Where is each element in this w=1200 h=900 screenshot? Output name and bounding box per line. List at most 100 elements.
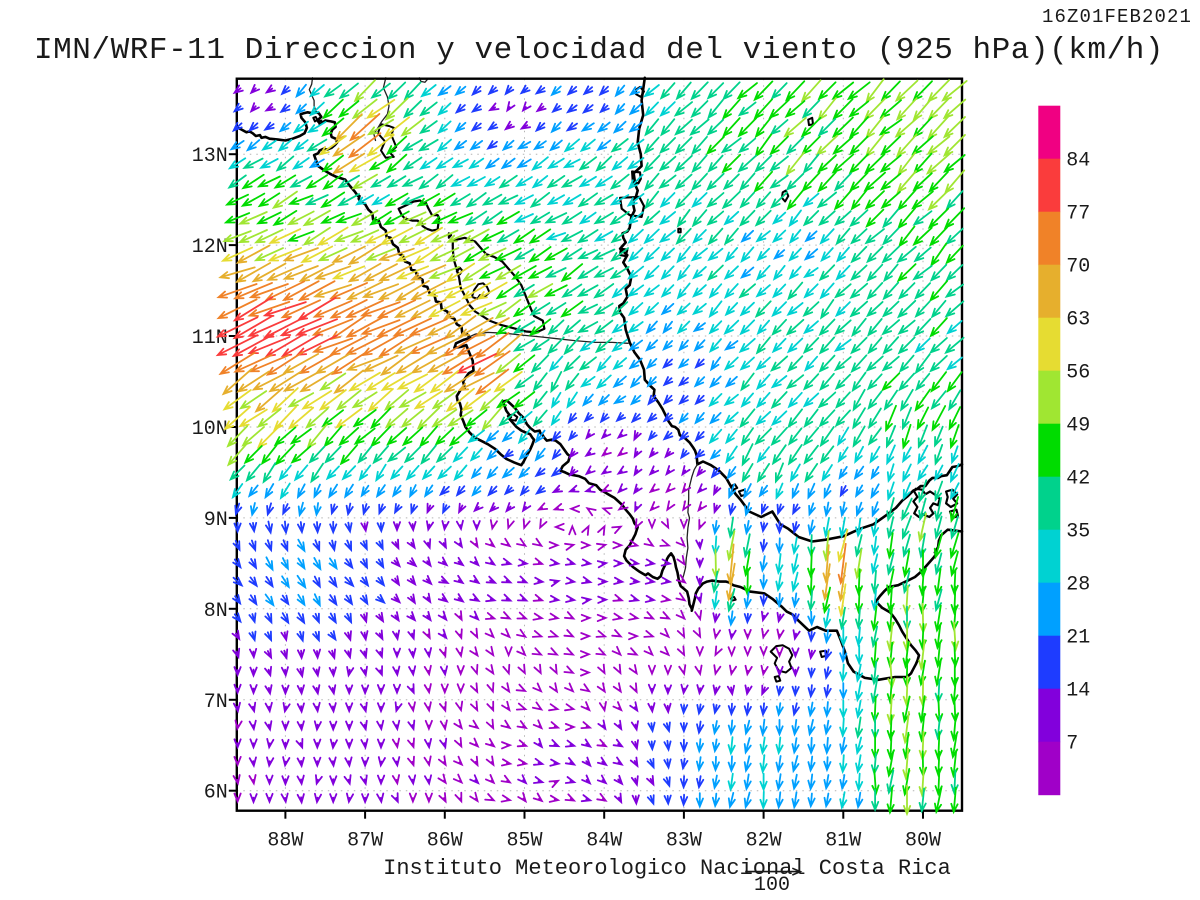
wind-arrow bbox=[761, 627, 770, 640]
wind-arrow bbox=[513, 283, 535, 298]
wind-arrow bbox=[612, 612, 624, 621]
wind-arrow bbox=[801, 99, 821, 119]
wind-arrow bbox=[633, 447, 643, 459]
wind-arrow bbox=[321, 154, 344, 173]
wind-arrow bbox=[550, 85, 562, 97]
wind-arrow bbox=[882, 263, 899, 283]
wind-arrow bbox=[233, 738, 242, 750]
wind-arrow bbox=[759, 538, 768, 554]
wind-arrow bbox=[759, 702, 768, 717]
x-tick-label: 87W bbox=[347, 830, 383, 853]
wind-arrow bbox=[549, 663, 558, 676]
wind-arrow bbox=[648, 465, 660, 476]
wind-arrow bbox=[823, 483, 832, 500]
wind-arrow bbox=[578, 175, 597, 188]
wind-arrow bbox=[317, 247, 348, 262]
wind-arrow bbox=[706, 118, 725, 136]
wind-arrow bbox=[631, 794, 640, 806]
wind-arrow bbox=[791, 755, 800, 774]
wind-arrow bbox=[818, 354, 836, 373]
wind-arrow bbox=[675, 592, 687, 602]
reference-vector bbox=[745, 867, 803, 876]
wind-arrow bbox=[395, 246, 430, 262]
wind-arrow bbox=[397, 211, 427, 225]
wind-arrow bbox=[531, 630, 544, 638]
y-tick-label: 8N bbox=[204, 600, 228, 623]
wind-arrow bbox=[215, 334, 259, 357]
wind-arrow bbox=[645, 358, 658, 370]
wind-arrow bbox=[721, 190, 741, 210]
wind-arrow bbox=[743, 568, 752, 597]
wind-arrow bbox=[678, 394, 689, 405]
wind-arrow bbox=[408, 792, 417, 804]
wind-arrow bbox=[583, 485, 596, 493]
wind-arrow bbox=[547, 630, 560, 638]
wind-arrow bbox=[754, 300, 772, 318]
wind-arrow bbox=[275, 155, 295, 172]
wind-arrow bbox=[630, 775, 639, 787]
wind-arrow bbox=[280, 557, 289, 571]
wind-arrow bbox=[423, 755, 432, 768]
wind-arrow bbox=[839, 754, 848, 775]
wind-arrow bbox=[369, 210, 392, 226]
wind-arrow bbox=[912, 264, 933, 281]
wind-arrow bbox=[914, 337, 931, 354]
wind-arrow bbox=[600, 447, 612, 457]
wind-arrow bbox=[426, 318, 462, 336]
wind-arrow bbox=[301, 390, 333, 410]
wind-arrow bbox=[408, 336, 448, 355]
wind-arrow bbox=[248, 576, 259, 588]
wind-arrow bbox=[673, 101, 693, 117]
wind-arrow bbox=[864, 133, 885, 159]
wind-arrow bbox=[362, 354, 399, 373]
colorbar-segment bbox=[1038, 688, 1061, 743]
wind-arrow bbox=[310, 462, 324, 484]
wind-arrow bbox=[469, 574, 481, 585]
x-tick-label: 88W bbox=[267, 830, 303, 853]
wind-arrow bbox=[743, 591, 752, 610]
wind-arrow bbox=[439, 719, 448, 732]
wind-arrow bbox=[934, 425, 944, 448]
wind-arrow bbox=[375, 539, 384, 551]
wind-arrow bbox=[886, 552, 895, 576]
wind-arrow bbox=[929, 280, 949, 303]
wind-arrow bbox=[708, 428, 723, 445]
wind-arrow bbox=[739, 209, 756, 227]
wind-arrow bbox=[504, 646, 513, 658]
wind-arrow bbox=[597, 756, 609, 767]
wind-arrow bbox=[281, 720, 290, 732]
wind-arrow bbox=[282, 503, 291, 516]
wind-arrow bbox=[273, 174, 297, 189]
wind-arrow bbox=[500, 774, 512, 784]
wind-arrow bbox=[674, 154, 693, 173]
wind-arrow bbox=[850, 228, 868, 245]
wind-arrow bbox=[818, 210, 836, 227]
wind-arrow bbox=[453, 719, 464, 731]
wind-arrow bbox=[831, 81, 855, 101]
wind-arrow bbox=[791, 536, 800, 556]
wind-arrow bbox=[818, 318, 836, 337]
wind-arrow bbox=[517, 663, 526, 676]
wind-arrow bbox=[807, 630, 816, 643]
wind-arrow bbox=[614, 84, 626, 98]
wind-arrow bbox=[665, 483, 676, 494]
wind-arrow bbox=[513, 213, 534, 223]
wind-arrow bbox=[662, 394, 673, 406]
wind-arrow bbox=[329, 793, 338, 805]
wind-arrow bbox=[470, 466, 482, 480]
wind-arrow bbox=[680, 683, 689, 696]
wind-arrow bbox=[547, 319, 565, 336]
wind-arrow bbox=[431, 390, 457, 410]
wind-arrow bbox=[456, 683, 465, 695]
wind-arrow bbox=[643, 611, 656, 620]
wind-arrow bbox=[477, 247, 507, 262]
wind-arrow bbox=[532, 409, 548, 428]
wind-arrow bbox=[280, 648, 289, 661]
wind-arrow bbox=[722, 81, 741, 101]
wind-arrow bbox=[804, 463, 819, 484]
wind-arrow bbox=[696, 684, 705, 696]
wind-arrow bbox=[311, 337, 354, 353]
wind-arrow bbox=[377, 738, 386, 750]
wind-arrow bbox=[423, 683, 432, 695]
wind-arrow bbox=[741, 443, 754, 467]
